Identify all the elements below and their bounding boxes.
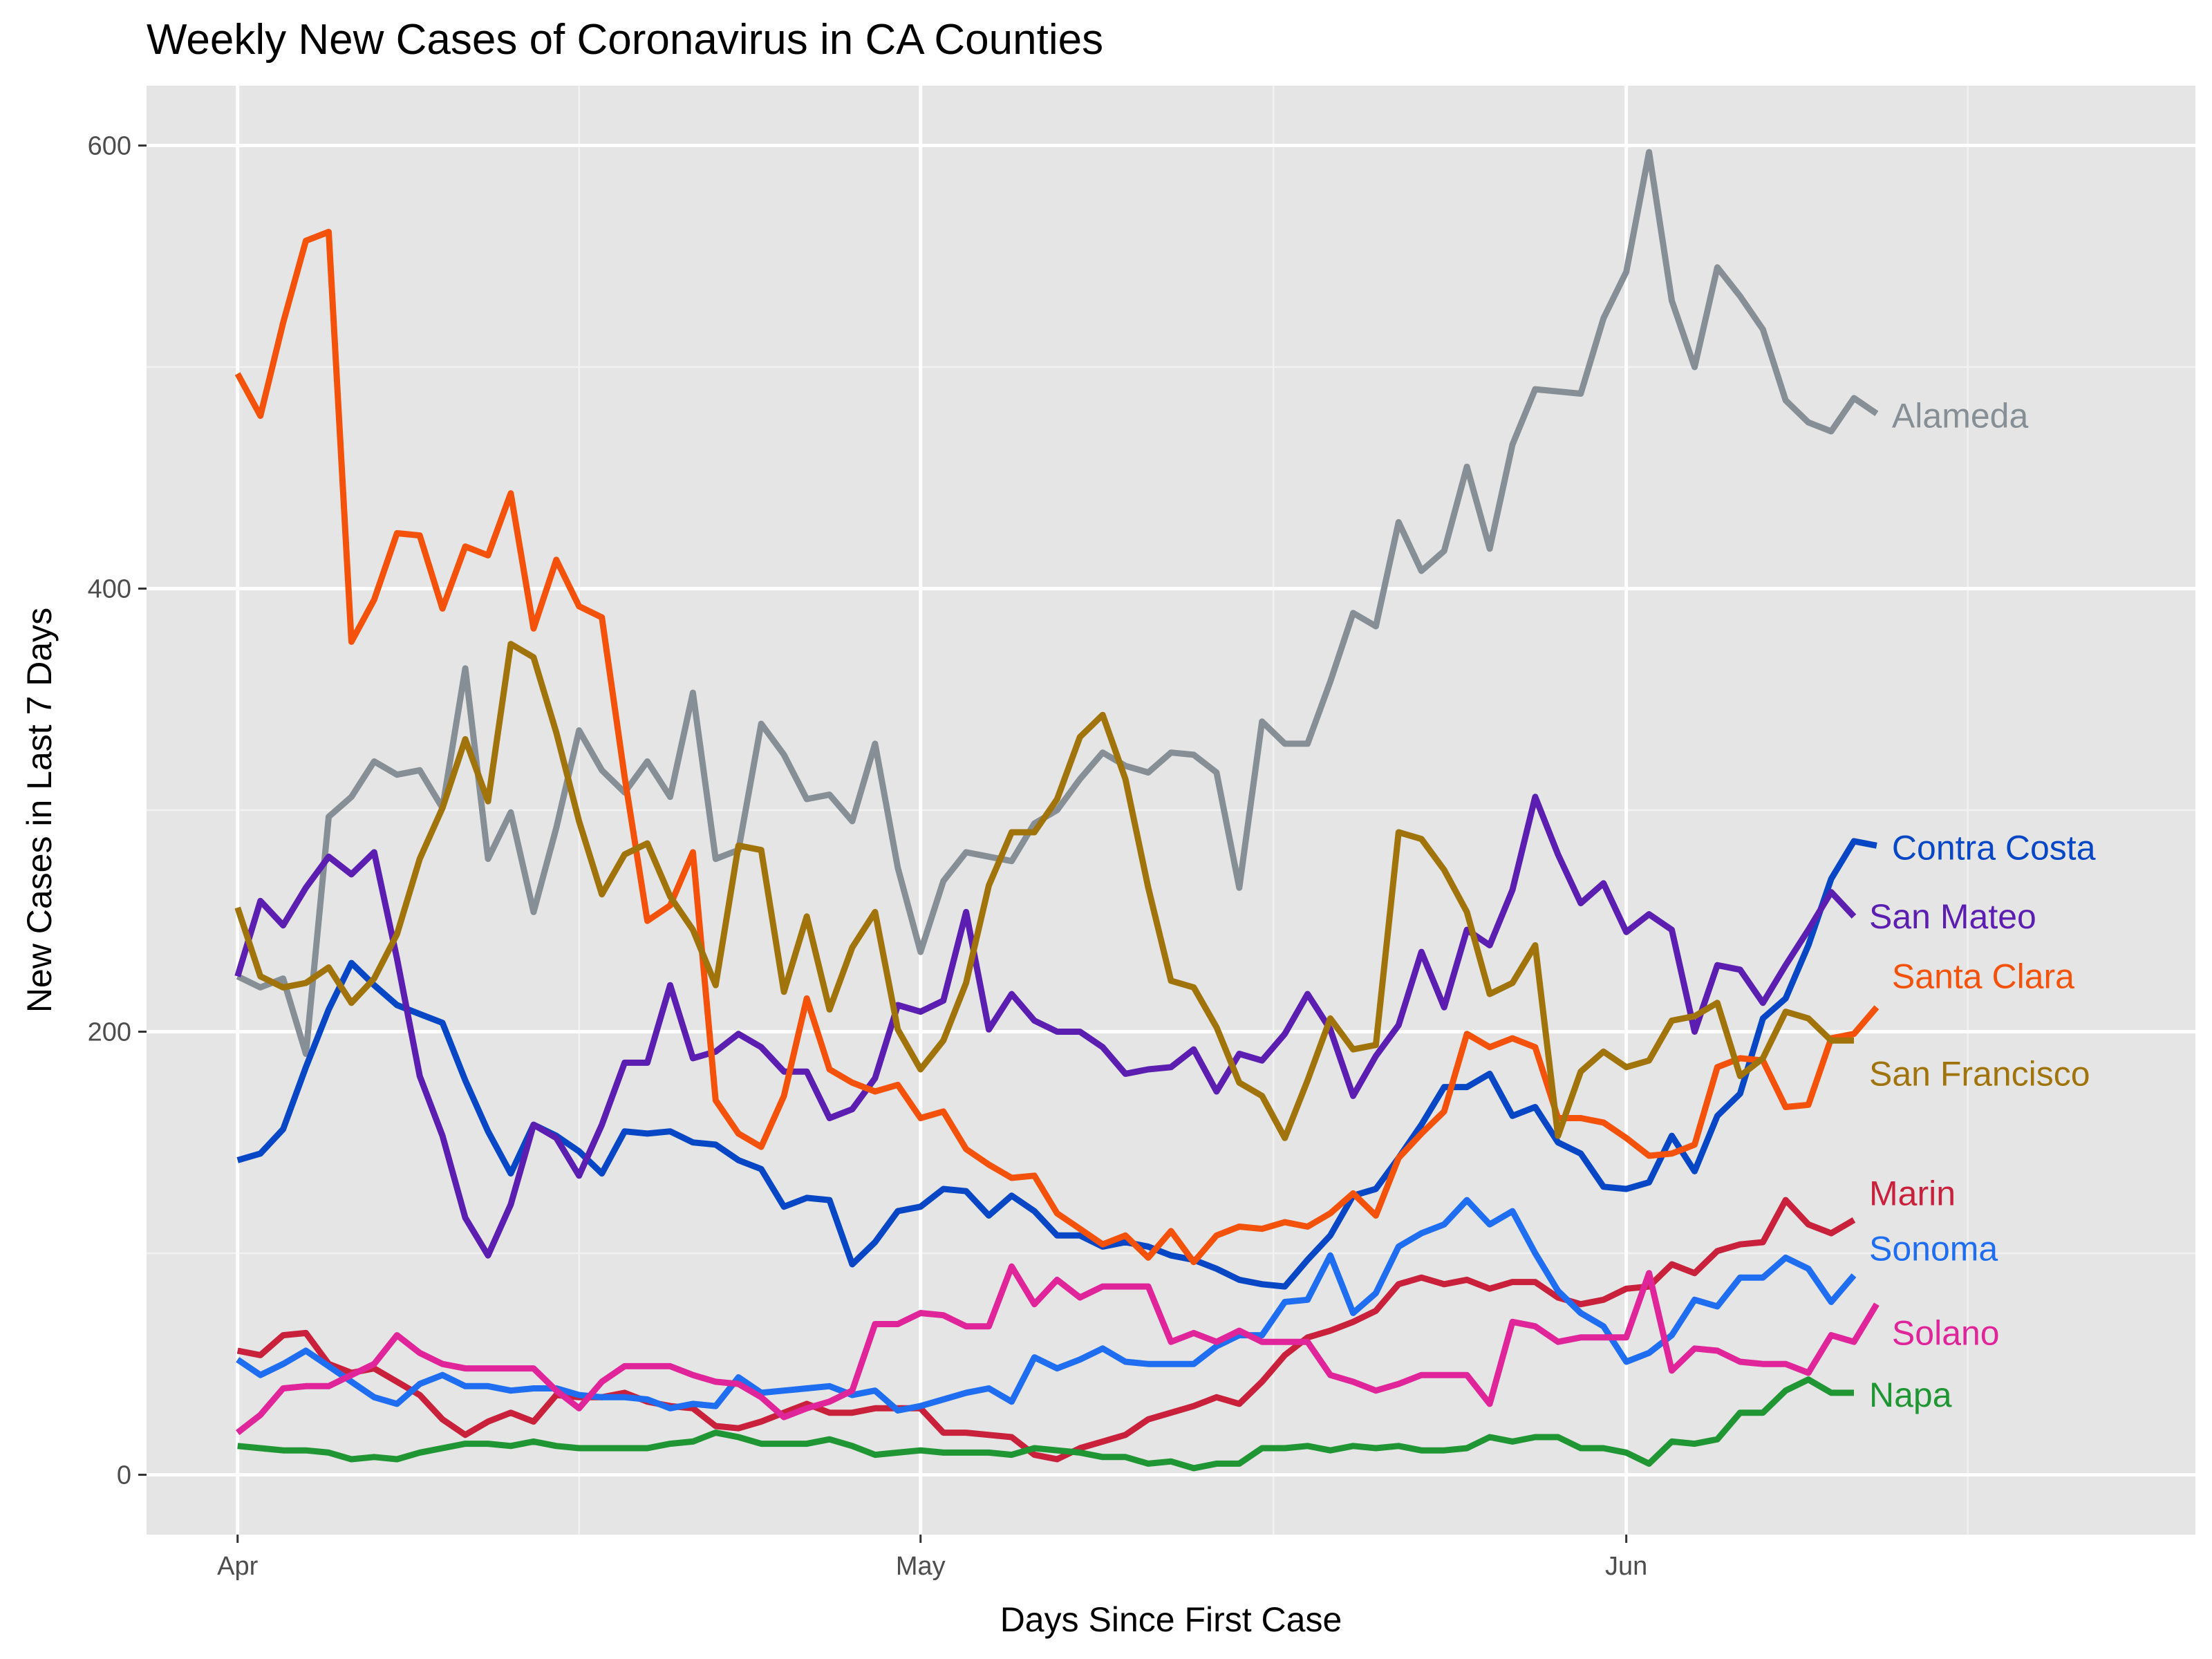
y-tick-label: 400 [88,575,131,604]
series-label-alameda: Alameda [1892,397,2029,435]
series-label-napa: Napa [1869,1376,1952,1414]
x-tick-label: Apr [217,1552,258,1581]
series-labels: Alameda Contra Costa San Mateo Santa Clara S… [1869,397,2096,1415]
series-label-marin: Marin [1869,1174,1956,1212]
series-label-solano: Solano [1892,1313,2000,1352]
y-tick-label: 0 [117,1461,131,1490]
series-label-san-mateo: San Mateo [1869,897,2036,936]
series-line-contra-costa [236,838,1877,1290]
series-line-alameda [236,149,1879,1057]
x-tick-label: May [896,1552,946,1581]
x-axis: Apr May Jun [217,1535,1647,1581]
x-tick-label: Jun [1605,1552,1647,1581]
major-gridlines [147,86,2195,1535]
series-line-sonoma [236,1197,1857,1414]
series-line-marin [236,1197,1856,1463]
y-axis-title: New Cases in Last 7 Days [20,608,59,1013]
y-tick-label: 200 [88,1018,131,1047]
series-line-santa-clara [234,229,1880,1266]
series-label-contra-costa: Contra Costa [1892,828,2096,867]
series-label-sonoma: Sonoma [1869,1230,1998,1268]
y-tick-label: 600 [88,132,131,161]
series-lines [234,149,1880,1472]
series-label-santa-clara: Santa Clara [1892,957,2074,995]
series-line-san-mateo [234,794,1857,1259]
series-label-san-francisco: San Francisco [1869,1054,2090,1093]
x-axis-title: Days Since First Case [1000,1600,1342,1639]
series-line-san-francisco [234,641,1854,1141]
series-line-solano [235,1263,1880,1436]
series-line-napa [237,1376,1854,1472]
y-axis: 0 200 400 600 [88,132,147,1490]
chart-title: Weekly New Cases of Coronavirus in CA Co… [147,16,1103,64]
